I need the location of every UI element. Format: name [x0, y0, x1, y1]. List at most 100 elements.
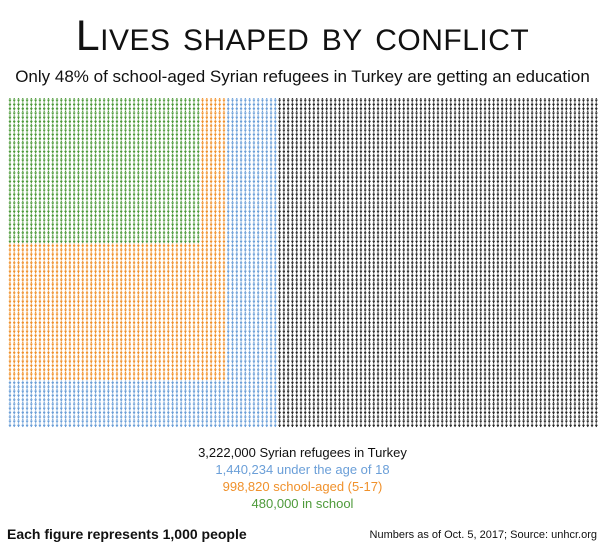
person-figure [13, 338, 15, 342]
person-figure [26, 393, 28, 397]
person-figure [30, 171, 32, 175]
person-figure [34, 278, 36, 282]
person-figure [13, 333, 15, 337]
person-figure [34, 372, 36, 376]
person-figure [22, 196, 24, 200]
person-figure [9, 205, 11, 209]
person-figure [9, 171, 11, 175]
person-figure [22, 295, 24, 299]
person-figure [9, 188, 11, 192]
person-figure [17, 244, 19, 248]
person-figure [9, 338, 11, 342]
person-figure [39, 303, 41, 307]
person-figure [22, 355, 24, 359]
person-figure [26, 295, 28, 299]
person-figure [30, 226, 32, 230]
person-figure [17, 380, 19, 384]
person-figure [30, 128, 32, 132]
person-figure [34, 402, 36, 406]
person-figure [30, 179, 32, 183]
person-figure [34, 406, 36, 410]
person-figure [34, 119, 36, 123]
person-figure [22, 316, 24, 320]
person-figure [34, 423, 36, 427]
person-figure [13, 222, 15, 226]
person-figure [22, 321, 24, 325]
person-figure [30, 342, 32, 346]
person-figure [17, 402, 19, 406]
person-figure [30, 166, 32, 170]
person-figure [9, 192, 11, 196]
person-figure [17, 406, 19, 410]
person-figure [34, 351, 36, 355]
person-figure [17, 321, 19, 325]
person-figure [26, 141, 28, 145]
person-figure [39, 162, 41, 166]
person-figure [22, 175, 24, 179]
person-figure [26, 312, 28, 316]
person-figure [30, 265, 32, 269]
person-figure [9, 269, 11, 273]
person-figure [26, 269, 28, 273]
person-figure [13, 355, 15, 359]
person-figure [22, 252, 24, 256]
person-figure [26, 351, 28, 355]
person-figure [17, 291, 19, 295]
person-figure [39, 107, 41, 111]
person-figure [13, 137, 15, 141]
person-figure [22, 179, 24, 183]
person-figure [39, 175, 41, 179]
person-figure [22, 368, 24, 372]
person-figure [34, 286, 36, 290]
person-figure [9, 389, 11, 393]
person-figure [17, 124, 19, 128]
person-figure [26, 196, 28, 200]
person-figure [34, 248, 36, 252]
person-figure [9, 196, 11, 200]
person-figure [22, 132, 24, 136]
person-figure [22, 389, 24, 393]
person-figure [9, 222, 11, 226]
person-figure [22, 154, 24, 158]
person-figure [39, 192, 41, 196]
person-figure [26, 239, 28, 243]
person-figure [26, 372, 28, 376]
person-figure [30, 158, 32, 162]
person-figure [9, 321, 11, 325]
person-figure [22, 393, 24, 397]
person-figure [30, 295, 32, 299]
person-figure [30, 256, 32, 260]
person-figure [39, 214, 41, 218]
person-figure [39, 286, 41, 290]
person-figure [26, 278, 28, 282]
person-figure [39, 269, 41, 273]
person-figure [22, 299, 24, 303]
person-figure [34, 154, 36, 158]
person-figure [34, 346, 36, 350]
person-figure [26, 376, 28, 380]
person-figure [22, 209, 24, 213]
person-figure [26, 256, 28, 260]
person-figure [34, 205, 36, 209]
person-figure [13, 235, 15, 239]
person-figure [9, 124, 11, 128]
person-figure [9, 252, 11, 256]
person-figure [39, 329, 41, 333]
person-figure [30, 393, 32, 397]
person-figure [22, 402, 24, 406]
person-figure [13, 406, 15, 410]
person-figure [26, 316, 28, 320]
person-figure [39, 231, 41, 235]
person-figure [34, 419, 36, 423]
person-figure [13, 218, 15, 222]
person-figure [22, 222, 24, 226]
person-figure [9, 415, 11, 419]
person-figure [26, 419, 28, 423]
person-figure [26, 355, 28, 359]
person-figure [13, 415, 15, 419]
person-figure [26, 235, 28, 239]
person-figure [13, 132, 15, 136]
person-figure [26, 184, 28, 188]
person-figure [13, 107, 15, 111]
person-figure [22, 419, 24, 423]
